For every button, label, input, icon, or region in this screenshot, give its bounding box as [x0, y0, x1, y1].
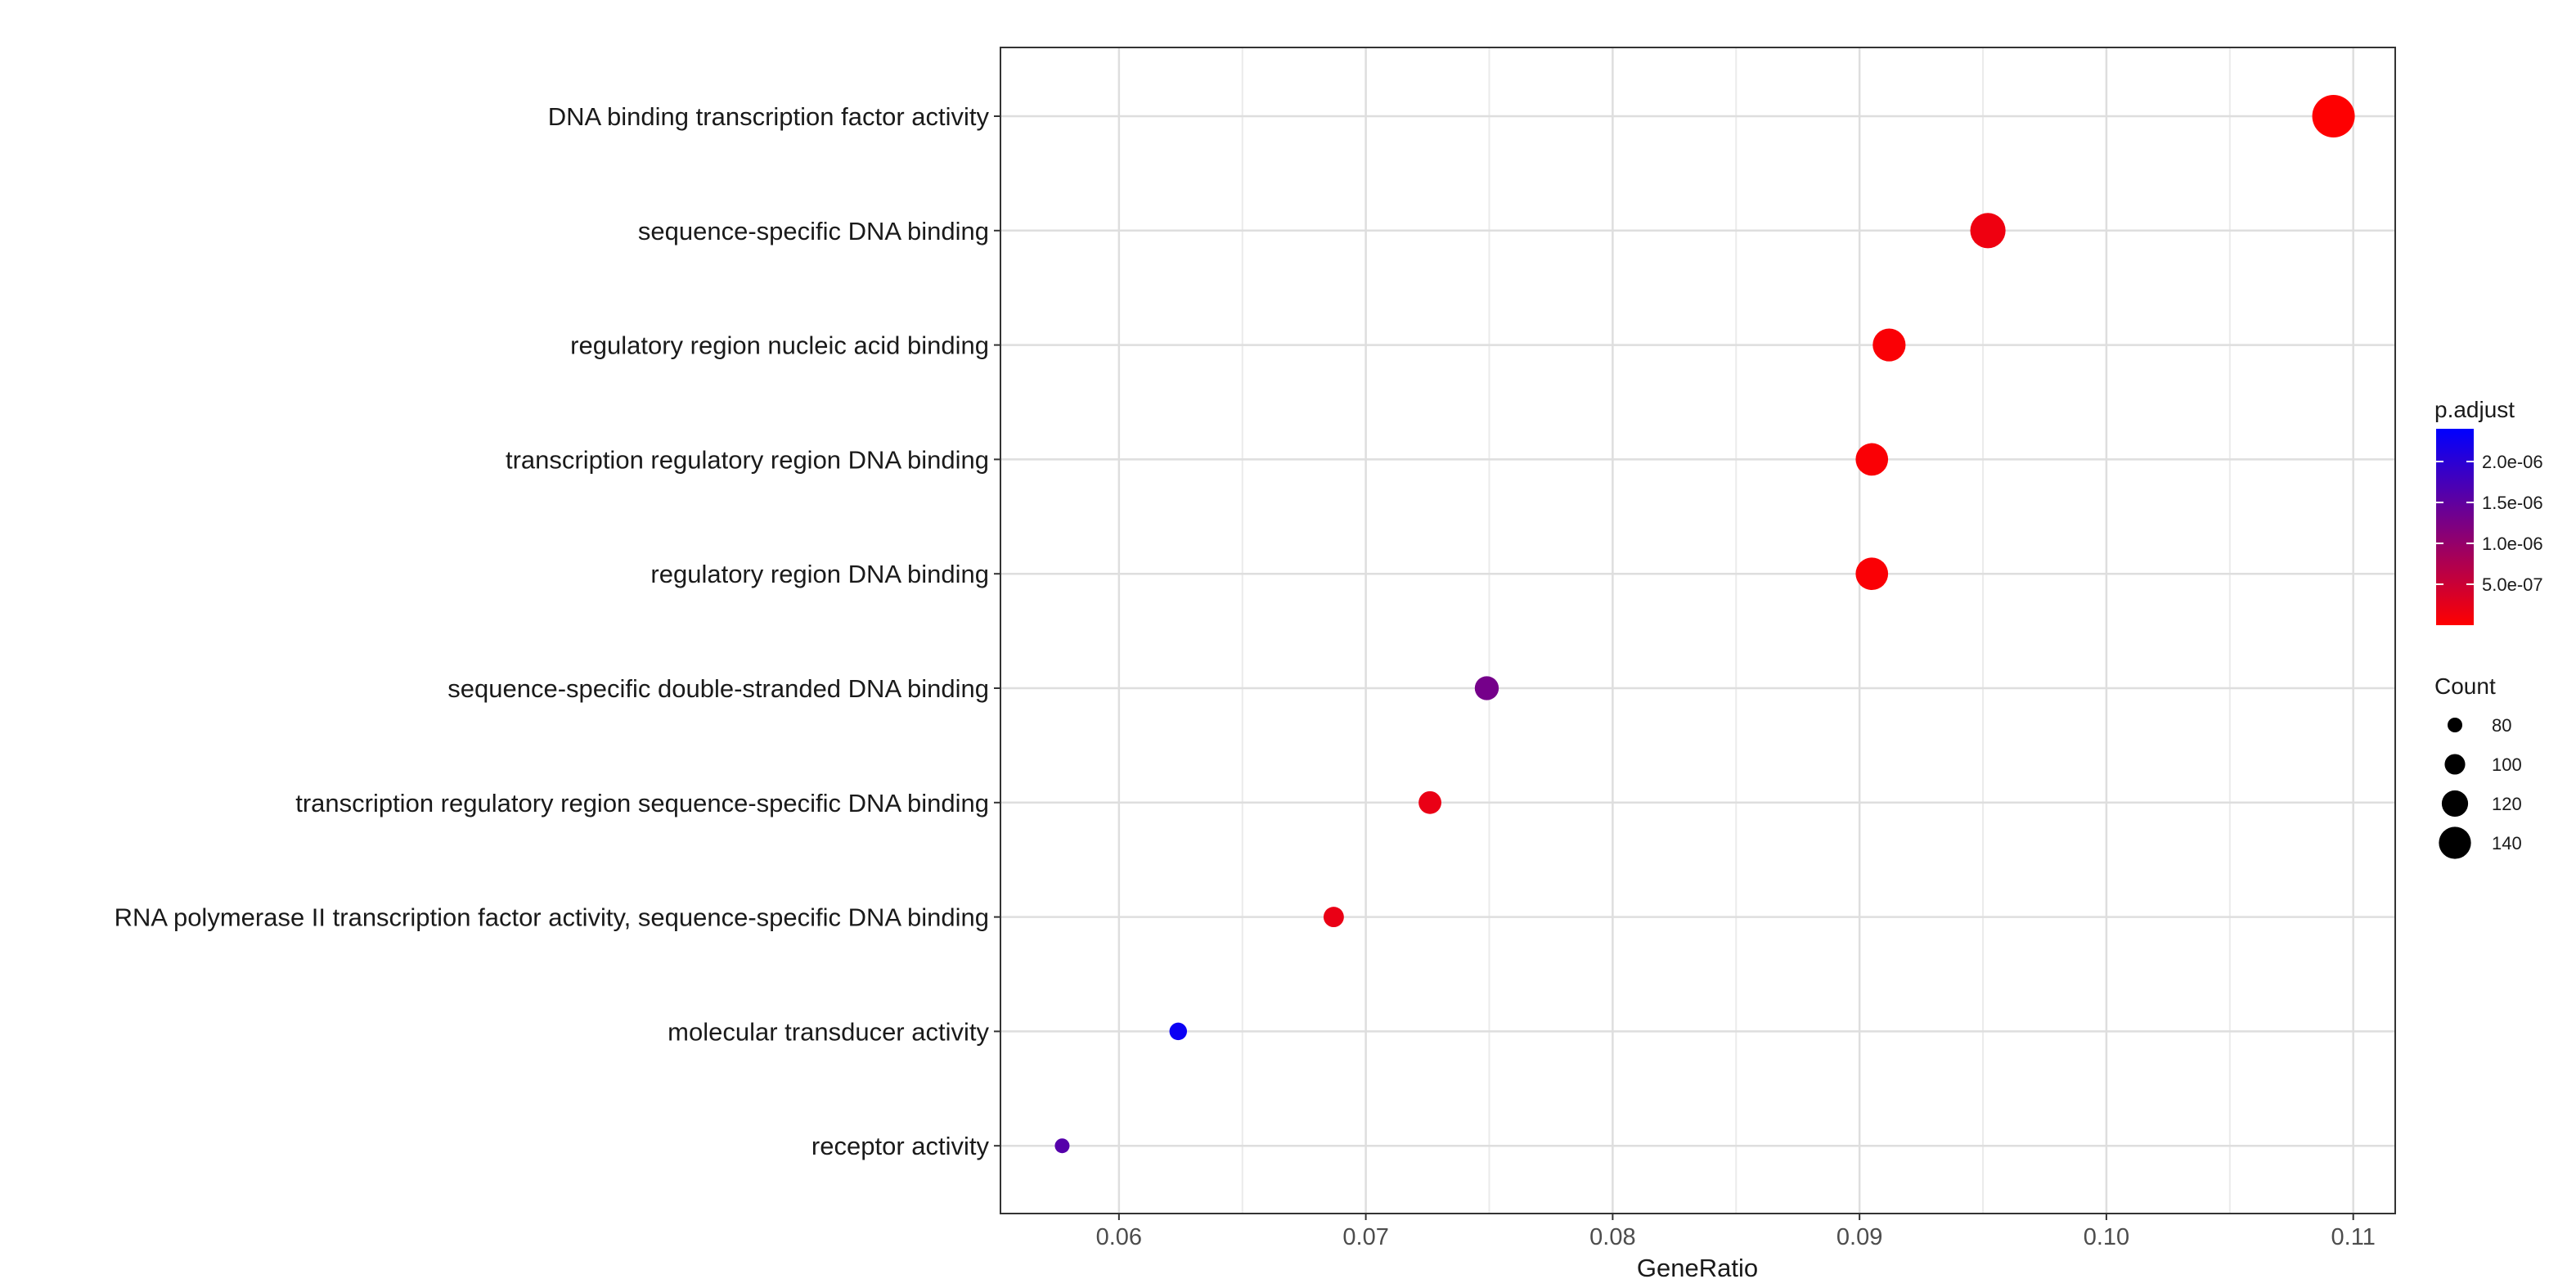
- y-tick-label: sequence-specific DNA binding: [638, 217, 989, 245]
- data-point: [1855, 443, 1889, 476]
- size-legend-label: 100: [2492, 754, 2522, 775]
- x-tick-label: 0.11: [2331, 1224, 2376, 1250]
- size-legend-dot: [2447, 717, 2463, 733]
- data-point: [1323, 907, 1344, 928]
- color-bar: [2436, 429, 2474, 625]
- plot-panel: [1000, 47, 2395, 1214]
- y-tick-label: DNA binding transcription factor activit…: [548, 102, 990, 131]
- data-point: [2312, 95, 2355, 137]
- data-point: [1872, 328, 1906, 362]
- y-tick-label: molecular transducer activity: [668, 1017, 989, 1046]
- data-point: [1169, 1022, 1187, 1041]
- data-point: [1855, 557, 1889, 591]
- size-legend-label: 120: [2492, 794, 2522, 814]
- color-legend-title: p.adjust: [2434, 397, 2515, 422]
- y-tick-label: transcription regulatory region DNA bind…: [506, 445, 989, 474]
- x-tick-label: 0.10: [2084, 1224, 2129, 1250]
- color-legend: p.adjust 5.0e-07 1.0e-06 1.5e-06 2.0e-06: [2434, 397, 2543, 625]
- y-tick-label: regulatory region DNA binding: [650, 560, 989, 588]
- y-tick-label: regulatory region nucleic acid binding: [570, 331, 989, 360]
- y-tick-label: transcription regulatory region sequence…: [295, 789, 989, 817]
- x-tick-label: 0.09: [1836, 1224, 1882, 1250]
- color-tick-label: 1.5e-06: [2482, 493, 2543, 513]
- color-tick-label: 2.0e-06: [2482, 452, 2543, 472]
- plot-border: [1000, 47, 2396, 1214]
- x-tick-label: 0.06: [1096, 1224, 1142, 1250]
- size-legend-dot: [2441, 790, 2469, 817]
- grid-lines: [1000, 47, 2395, 1214]
- data-points: [1054, 95, 2355, 1154]
- data-point: [1474, 676, 1499, 700]
- x-axis: 0.06 0.07 0.08 0.09 0.10 0.11: [1096, 1214, 2376, 1250]
- data-point: [1418, 790, 1442, 814]
- data-point: [1054, 1138, 1070, 1154]
- size-legend-dot: [2444, 754, 2466, 775]
- size-legend-title: Count: [2434, 673, 2496, 699]
- size-legend: Count 80 100 120 140: [2434, 673, 2522, 859]
- size-legend-dot: [2439, 826, 2471, 859]
- size-legend-label: 80: [2492, 715, 2511, 736]
- y-tick-label: RNA polymerase II transcription factor a…: [115, 903, 989, 932]
- data-point: [1970, 213, 2006, 249]
- size-legend-label: 140: [2492, 833, 2522, 853]
- color-tick-label: 1.0e-06: [2482, 534, 2543, 554]
- y-tick-label: receptor activity: [811, 1132, 990, 1160]
- x-axis-title: GeneRatio: [1637, 1254, 1758, 1282]
- color-tick-label: 5.0e-07: [2482, 574, 2543, 595]
- y-axis: DNA binding transcription factor activit…: [115, 102, 1000, 1160]
- x-tick-label: 0.07: [1342, 1224, 1388, 1250]
- x-tick-label: 0.08: [1589, 1224, 1635, 1250]
- y-tick-label: sequence-specific double-stranded DNA bi…: [447, 674, 989, 703]
